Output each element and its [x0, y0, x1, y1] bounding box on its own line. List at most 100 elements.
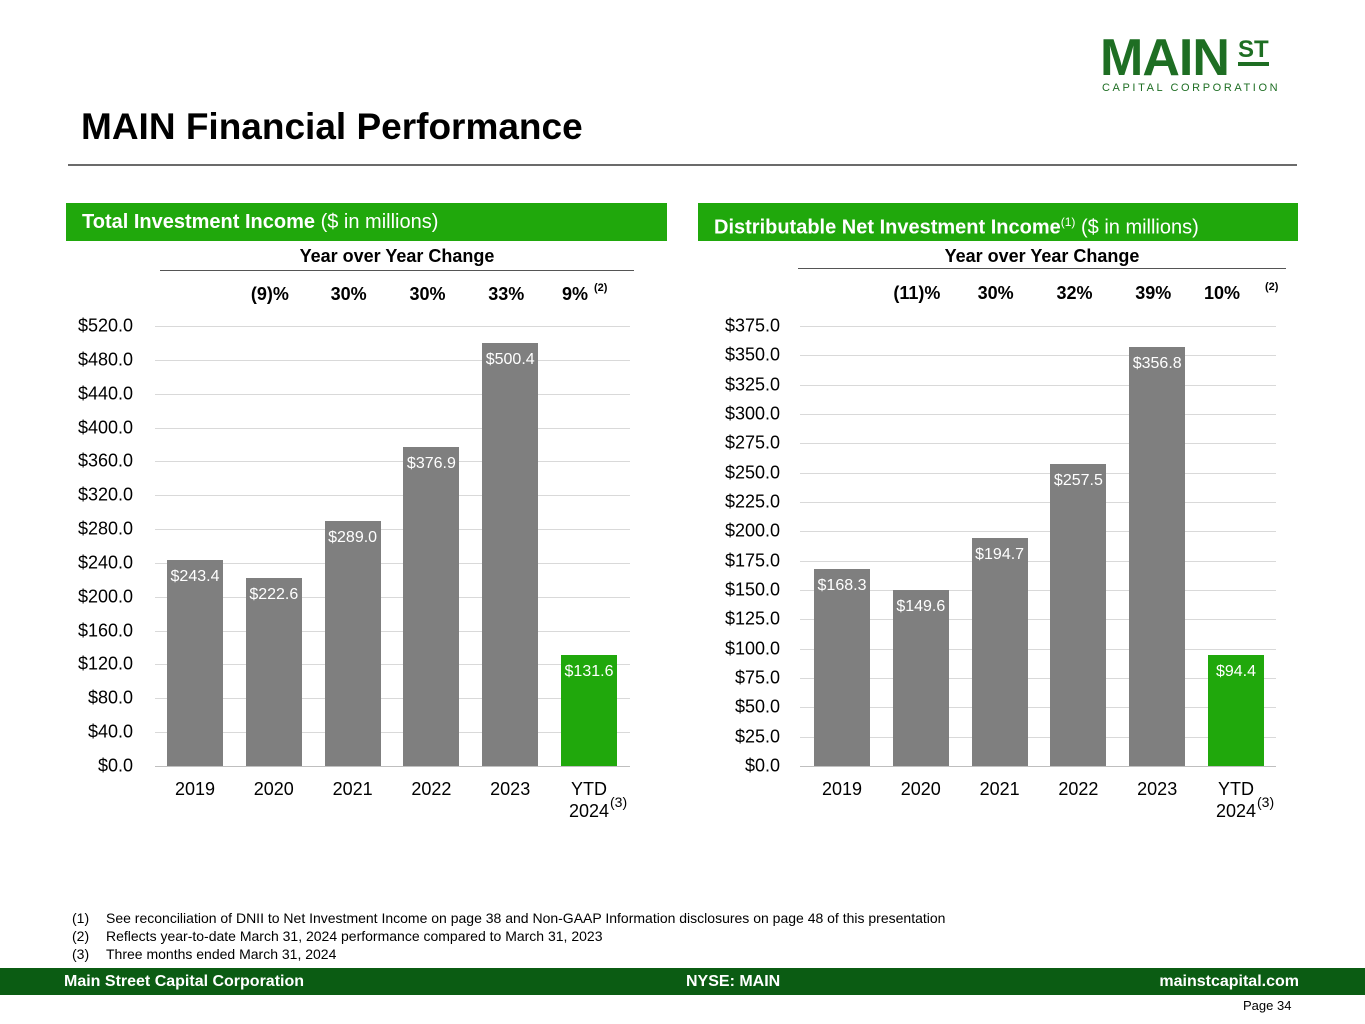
gridline: [800, 472, 1276, 474]
y-tick-label: $275.0: [724, 432, 780, 453]
yoy-title: Year over Year Change: [299, 246, 495, 266]
logo-subtitle: CAPITAL CORPORATION: [1102, 82, 1281, 94]
y-tick-label: $300.0: [724, 403, 780, 424]
footnote: (2) Reflects year-to-date March 31, 2024 …: [72, 928, 603, 944]
yoy-change: 39%: [1135, 283, 1172, 303]
gridline: [800, 326, 1276, 327]
data-label: $500.4: [485, 350, 535, 368]
gridline: [800, 560, 1276, 562]
x-tick-label: 2020: [253, 779, 294, 799]
y-tick-label: $375.0: [724, 315, 780, 336]
gridline: [800, 736, 1276, 738]
bar: [403, 447, 460, 766]
data-label: $168.3: [817, 576, 867, 594]
x-tick-label: 2024: [568, 801, 610, 821]
y-tick-label: $50.0: [734, 696, 780, 717]
bar: [971, 537, 1028, 766]
gridline: [155, 529, 630, 531]
footnote: (3) Three months ended March 31, 2024: [72, 946, 337, 962]
y-tick-label: $25.0: [734, 726, 780, 747]
x-tick-label: YTD: [571, 779, 607, 799]
data-label: $376.9: [406, 455, 456, 473]
bar: [1129, 347, 1186, 766]
y-tick-label: $400.0: [77, 417, 133, 438]
y-tick-label: $325.0: [724, 374, 780, 395]
x-footnote-marker: (3): [610, 794, 628, 810]
gridline: [800, 766, 1276, 767]
bar: [245, 577, 302, 766]
gridline: [155, 461, 630, 463]
yoy-title: Year over Year Change: [944, 246, 1140, 266]
bar: [167, 560, 223, 766]
gridline: [155, 393, 630, 395]
y-tick-label: $80.0: [87, 687, 133, 708]
y-tick-label: $250.0: [724, 462, 780, 483]
yoy-change: 32%: [1056, 283, 1093, 303]
bar: [892, 590, 949, 766]
page-number: Page 34: [1243, 998, 1292, 1013]
yoy-divider: [160, 270, 634, 271]
gridline: [155, 596, 630, 598]
y-tick-label: $360.0: [77, 450, 133, 471]
y-tick-label: $350.0: [724, 344, 780, 365]
y-tick-label: $125.0: [724, 608, 780, 629]
footnote: (1) See reconciliation of DNII to Net Inv…: [72, 910, 946, 926]
data-label: $94.4: [1215, 663, 1257, 681]
y-tick-label: $480.0: [77, 349, 133, 370]
x-tick-label: 2021: [979, 779, 1020, 799]
gridline: [800, 619, 1276, 621]
header-bold: Distributable Net Investment Income: [714, 216, 1061, 239]
page-title: MAIN Financial Performance: [81, 106, 583, 147]
gridline: [800, 531, 1276, 533]
yoy-footnote-marker: (2): [1265, 281, 1279, 293]
data-label: $289.0: [328, 529, 378, 547]
yoy-change: 10%: [1204, 283, 1241, 303]
y-tick-label: $200.0: [724, 520, 780, 541]
gridline: [800, 355, 1276, 357]
data-label: $356.8: [1132, 355, 1182, 373]
bar: [324, 521, 381, 766]
data-label: $243.4: [170, 568, 220, 586]
gridline: [800, 414, 1276, 415]
yoy-divider: [798, 268, 1286, 269]
yoy-footnote-marker: (2): [594, 282, 608, 294]
gridline: [800, 590, 1276, 591]
x-tick-label: 2024: [1215, 801, 1257, 821]
header-rest: ($ in millions): [1075, 216, 1199, 239]
y-tick-label: $225.0: [724, 491, 780, 512]
gridline: [155, 495, 630, 497]
x-tick-label: 2023: [1137, 779, 1178, 799]
x-tick-label: 2022: [1058, 779, 1099, 799]
y-tick-label: $120.0: [77, 653, 133, 674]
y-tick-label: $240.0: [77, 552, 133, 573]
y-tick-label: $200.0: [77, 586, 133, 607]
logo-main: MAIN: [1100, 29, 1230, 87]
y-tick-label: $280.0: [77, 518, 133, 539]
x-tick-label: YTD: [1218, 779, 1254, 799]
bar: [814, 568, 870, 766]
x-tick-label: 2021: [332, 779, 373, 799]
gridline: [155, 732, 630, 734]
footer-company: Main Street Capital Corporation: [64, 973, 305, 990]
yoy-change: 30%: [409, 284, 446, 304]
x-tick-label: 2019: [174, 779, 216, 799]
footer-bar: Main Street Capital Corporation NYSE: MA…: [0, 968, 1365, 995]
header-sup: (1): [1060, 215, 1076, 229]
x-tick-label: 2023: [490, 779, 531, 799]
gridline: [800, 707, 1276, 709]
gridline: [800, 648, 1276, 650]
gridline: [155, 326, 630, 327]
panel-header-dnii: Distributable Net Investment Income(1) (…: [698, 203, 1298, 241]
gridline: [155, 698, 630, 700]
data-label: $131.6: [564, 662, 614, 680]
header-bold: Total Investment Income: [82, 211, 316, 233]
header-rest: ($ in millions): [315, 211, 439, 233]
y-tick-label: $75.0: [734, 667, 780, 688]
y-tick-label: $440.0: [77, 383, 133, 404]
gridline: [155, 664, 630, 666]
bar: [1050, 463, 1107, 766]
gridline: [155, 562, 630, 564]
footer-website[interactable]: mainstcapital.com: [1159, 973, 1299, 990]
y-tick-label: $320.0: [77, 484, 133, 505]
